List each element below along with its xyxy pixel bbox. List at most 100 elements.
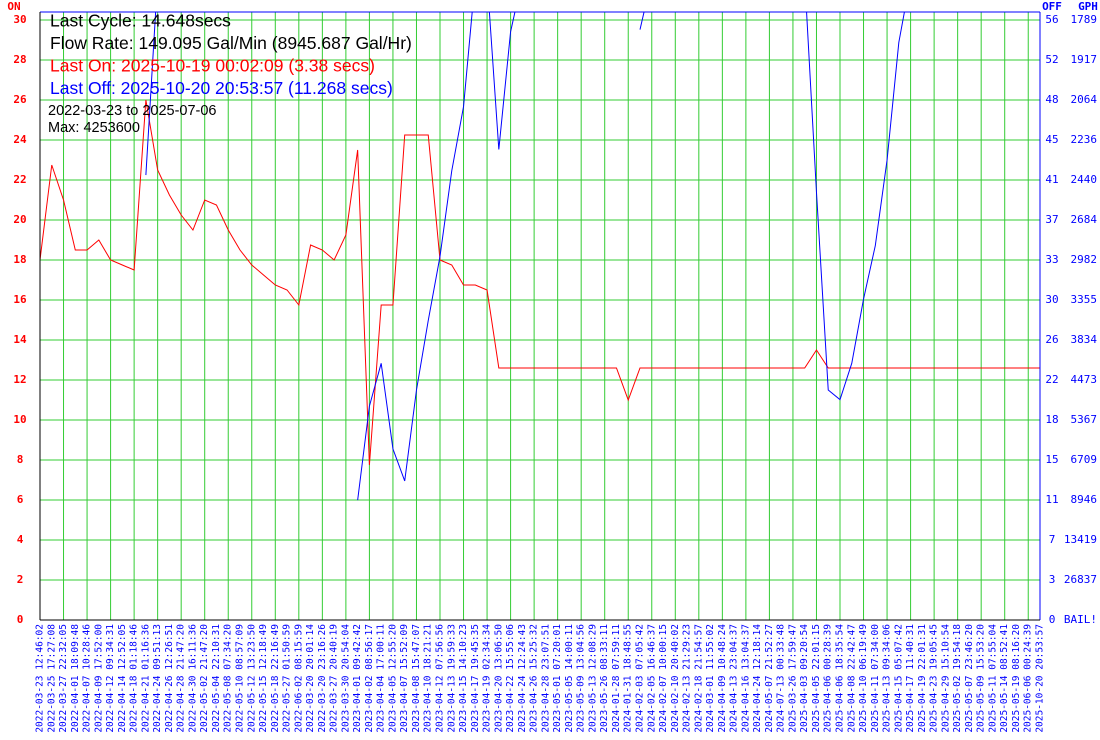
x-tick-label: 2022-06-02 08:15:59	[293, 624, 304, 733]
x-tick-label: 2025-10-20 20:53:57	[1035, 624, 1046, 733]
x-tick-label: 2024-02-10 20:40:02	[670, 624, 681, 733]
x-tick-label: 2025-05-14 08:52:41	[999, 624, 1010, 733]
x-tick-label: 2023-04-26 15:25:32	[529, 624, 540, 733]
x-tick-label: 2023-04-19 02:34:34	[482, 624, 493, 733]
x-tick-label: 2022-03-27 20:40:19	[329, 624, 340, 733]
annotation: Last Cycle: 14.648secs	[50, 11, 231, 31]
y2-tick-label: 26	[1045, 333, 1058, 346]
x-tick-label: 2025-04-03 09:20:54	[799, 624, 810, 733]
x-tick-label: 2024-04-09 10:48:24	[717, 624, 728, 733]
gph-tick-label: 4473	[1071, 373, 1098, 386]
x-tick-label: 2025-04-08 22:42:47	[846, 624, 857, 733]
gph-tick-label: 26837	[1064, 573, 1097, 586]
x-tick-label: 2025-04-06 18:35:54	[835, 624, 846, 733]
x-tick-label: 2024-02-07 10:00:15	[658, 624, 669, 733]
y2-tick-label: 37	[1045, 213, 1058, 226]
x-tick-label: 2022-05-27 01:50:59	[282, 624, 293, 733]
y2-tick-label: 0	[1049, 613, 1056, 626]
x-tick-label: 2025-04-15 05:07:42	[893, 624, 904, 733]
x-tick-label: 2023-04-13 19:59:33	[446, 624, 457, 733]
x-tick-label: 2022-04-26 12:26:51	[164, 624, 175, 733]
gph-tick-label: 5367	[1071, 413, 1098, 426]
x-tick-label: 2022-03-20 20:01:14	[305, 624, 316, 733]
x-tick-label: 2023-04-22 15:55:06	[505, 624, 516, 733]
x-tick-label: 2024-04-13 23:04:37	[729, 624, 740, 733]
x-tick-label: 2022-05-15 12:18:49	[258, 624, 269, 733]
y-tick-label: 26	[13, 93, 27, 106]
x-tick-label: 2023-04-12 07:56:56	[435, 624, 446, 733]
x-tick-label: 2024-02-18 21:54:57	[693, 624, 704, 733]
annotation: Last Off: 2025-10-20 20:53:57 (11.268 se…	[50, 78, 393, 98]
x-tick-label: 2023-04-07 15:52:09	[399, 624, 410, 733]
y-tick-label: 16	[13, 293, 27, 306]
y-tick-label: 10	[13, 413, 26, 426]
x-tick-label: 2025-04-29 15:10:54	[940, 624, 951, 733]
gph-tick-label: 13419	[1064, 533, 1097, 546]
x-tick-label: 2025-06-06 00:24:39	[1023, 624, 1034, 733]
gph-tick-label: 2236	[1071, 133, 1098, 146]
x-tick-label: 2023-04-01 09:42:42	[352, 624, 363, 733]
x-tick-label: 2022-04-14 12:52:05	[117, 624, 128, 733]
gph-header: GPH	[1078, 0, 1098, 13]
x-tick-label: 2023-04-28 23:07:51	[540, 624, 551, 733]
x-tick-label: 2023-04-04 17:00:11	[376, 624, 387, 733]
x-tick-label: 2022-03-25 17:27:08	[46, 624, 57, 733]
x-tick-label: 2025-04-10 06:19:49	[858, 624, 869, 733]
y2-tick-label: 45	[1045, 133, 1058, 146]
x-tick-label: 2025-03-26 17:59:47	[787, 624, 798, 733]
y-tick-label: 24	[13, 133, 27, 146]
x-tick-label: 2024-02-03 07:05:42	[635, 624, 646, 733]
y2-tick-label: 30	[1045, 293, 1058, 306]
x-tick-label: 2025-04-23 19:05:45	[929, 624, 940, 733]
right-header: OFF	[1042, 0, 1062, 13]
x-tick-label: 2025-05-02 19:54:18	[952, 624, 963, 733]
y2-tick-label: 48	[1045, 93, 1058, 106]
x-tick-label: 2023-03-30 20:54:04	[340, 624, 351, 733]
x-tick-label: 2022-05-08 07:34:20	[223, 624, 234, 733]
x-tick-label: 2023-05-13 12:08:29	[587, 624, 598, 733]
y2-tick-label: 52	[1045, 53, 1058, 66]
y-tick-label: 18	[13, 253, 26, 266]
x-tick-label: 2024-01-31 18:48:55	[623, 624, 634, 733]
x-tick-label: 2023-04-20 13:06:50	[493, 624, 504, 733]
x-tick-label: 2024-02-13 21:29:23	[682, 624, 693, 733]
y2-tick-label: 15	[1045, 453, 1058, 466]
x-tick-label: 2025-04-05 22:01:15	[811, 624, 822, 733]
x-tick-label: 2022-04-09 17:52:00	[93, 624, 104, 733]
x-tick-label: 2022-03-23 12:46:02	[35, 624, 46, 733]
x-tick-label: 2022-05-12 13:23:50	[246, 624, 257, 733]
y2-tick-label: 3	[1049, 573, 1056, 586]
x-tick-label: 2024-05-07 21:52:27	[764, 624, 775, 733]
y2-tick-label: 56	[1045, 13, 1058, 26]
x-tick-label: 2025-05-09 15:53:20	[976, 624, 987, 733]
x-tick-label: 2022-05-04 22:10:31	[211, 624, 222, 733]
y-tick-label: 28	[13, 53, 26, 66]
y-tick-label: 2	[17, 573, 24, 586]
x-tick-label: 2022-04-12 09:34:31	[105, 624, 116, 733]
x-tick-label: 2022-04-24 09:51:13	[152, 624, 163, 733]
series-line	[145, 12, 905, 501]
x-tick-label: 2023-04-15 14:10:23	[458, 624, 469, 733]
x-tick-label: 2025-04-11 07:34:00	[870, 624, 881, 733]
x-tick-label: 2025-05-19 08:16:20	[1011, 624, 1022, 733]
x-tick-label: 2022-04-01 18:09:48	[70, 624, 81, 733]
x-tick-label: 2025-04-17 11:40:31	[905, 624, 916, 733]
y2-tick-label: 33	[1045, 253, 1058, 266]
annotation: Flow Rate: 149.095 Gal/Min (8945.687 Gal…	[50, 33, 412, 53]
x-tick-label: 2022-04-21 01:16:36	[140, 624, 151, 733]
x-tick-label: 2023-04-08 15:47:07	[411, 624, 422, 733]
gph-tick-label: 3355	[1071, 293, 1098, 306]
y-tick-label: 12	[13, 373, 26, 386]
x-tick-label: 2025-04-06 00:28:39	[823, 624, 834, 733]
gph-tick-label: 2684	[1071, 213, 1098, 226]
y2-tick-label: 7	[1049, 533, 1056, 546]
y-tick-label: 4	[17, 533, 24, 546]
x-tick-label: 2025-05-11 07:55:04	[987, 624, 998, 733]
x-tick-label: 2022-04-18 01:18:46	[129, 624, 140, 733]
gph-tick-label: 6709	[1071, 453, 1098, 466]
x-tick-label: 2023-05-09 13:04:56	[576, 624, 587, 733]
x-tick-label: 2022-03-27 22:32:05	[58, 624, 69, 733]
max-text: Max: 4253600	[48, 120, 140, 136]
